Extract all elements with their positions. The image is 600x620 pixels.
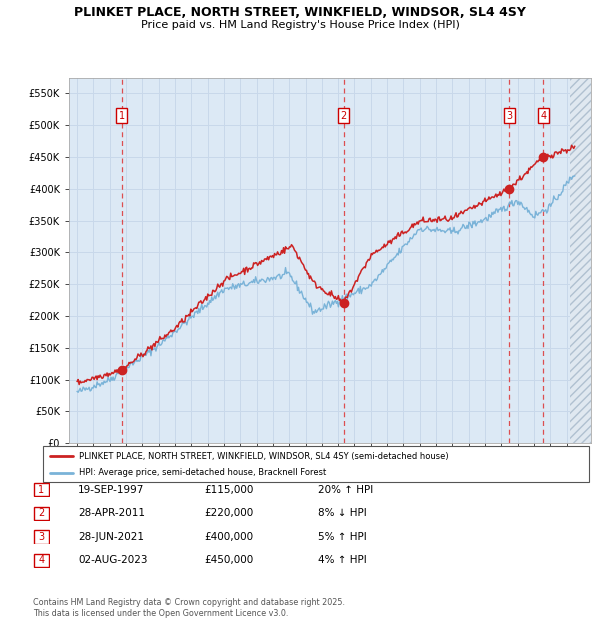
Text: PLINKET PLACE, NORTH STREET, WINKFIELD, WINDSOR, SL4 4SY: PLINKET PLACE, NORTH STREET, WINKFIELD, …	[74, 6, 526, 19]
FancyBboxPatch shape	[34, 530, 49, 544]
Text: £450,000: £450,000	[204, 556, 253, 565]
FancyBboxPatch shape	[43, 446, 589, 482]
FancyBboxPatch shape	[34, 483, 49, 497]
Text: HPI: Average price, semi-detached house, Bracknell Forest: HPI: Average price, semi-detached house,…	[79, 468, 326, 477]
Text: 02-AUG-2023: 02-AUG-2023	[78, 556, 148, 565]
Text: 2: 2	[340, 111, 347, 121]
Text: 2: 2	[38, 508, 44, 518]
Text: £115,000: £115,000	[204, 485, 253, 495]
Text: 4% ↑ HPI: 4% ↑ HPI	[318, 556, 367, 565]
Text: 5% ↑ HPI: 5% ↑ HPI	[318, 532, 367, 542]
FancyBboxPatch shape	[34, 554, 49, 567]
Text: 4: 4	[541, 111, 547, 121]
FancyBboxPatch shape	[34, 507, 49, 520]
Text: 28-APR-2011: 28-APR-2011	[78, 508, 145, 518]
Text: 3: 3	[38, 532, 44, 542]
Text: 1: 1	[38, 485, 44, 495]
Text: 8% ↓ HPI: 8% ↓ HPI	[318, 508, 367, 518]
Text: PLINKET PLACE, NORTH STREET, WINKFIELD, WINDSOR, SL4 4SY (semi-detached house): PLINKET PLACE, NORTH STREET, WINKFIELD, …	[79, 451, 448, 461]
Text: Price paid vs. HM Land Registry's House Price Index (HPI): Price paid vs. HM Land Registry's House …	[140, 20, 460, 30]
Text: 20% ↑ HPI: 20% ↑ HPI	[318, 485, 373, 495]
Text: 19-SEP-1997: 19-SEP-1997	[78, 485, 145, 495]
Text: Contains HM Land Registry data © Crown copyright and database right 2025.
This d: Contains HM Land Registry data © Crown c…	[33, 598, 345, 618]
Text: 28-JUN-2021: 28-JUN-2021	[78, 532, 144, 542]
Text: 1: 1	[118, 111, 125, 121]
Text: £220,000: £220,000	[204, 508, 253, 518]
Text: 3: 3	[506, 111, 512, 121]
Text: £400,000: £400,000	[204, 532, 253, 542]
Text: 4: 4	[38, 556, 44, 565]
